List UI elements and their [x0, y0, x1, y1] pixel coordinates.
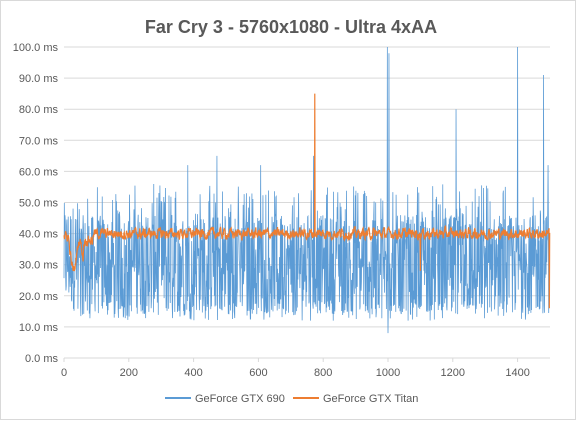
y-tick-label: 30.0 ms — [19, 260, 59, 272]
y-tick-label: 20.0 ms — [19, 291, 59, 303]
y-tick-label: 60.0 ms — [19, 166, 59, 178]
y-tick-label: 80.0 ms — [19, 104, 59, 116]
y-axis-ticks: 0.0 ms 10.0 ms 20.0 ms 30.0 ms 40.0 ms 50.0 m… — [13, 42, 59, 365]
x-tick-label: 200 — [120, 367, 138, 379]
legend-item-gtx-titan-label: GeForce GTX Titan — [323, 393, 418, 405]
y-tick-label: 90.0 ms — [19, 73, 59, 85]
x-tick-label: 0 — [61, 367, 67, 379]
y-tick-label: 70.0 ms — [19, 135, 59, 147]
y-tick-label: 10.0 ms — [19, 322, 59, 334]
legend-item-gtx-690-label: GeForce GTX 690 — [195, 393, 285, 405]
x-tick-label: 1400 — [505, 367, 529, 379]
x-tick-label: 1000 — [376, 367, 400, 379]
y-tick-label: 40.0 ms — [19, 229, 59, 241]
x-tick-label: 600 — [249, 367, 267, 379]
series-lines — [63, 46, 551, 334]
y-tick-label: 0.0 ms — [25, 353, 59, 365]
y-tick-label: 50.0 ms — [19, 198, 59, 210]
legend: GeForce GTX 690 GeForce GTX Titan — [165, 393, 418, 405]
chart-title: Far Cry 3 - 5760x1080 - Ultra 4xAA — [145, 17, 437, 37]
x-tick-label: 800 — [314, 367, 332, 379]
series-gtx-titan-line — [63, 93, 551, 309]
y-tick-label: 100.0 ms — [13, 42, 59, 54]
x-tick-label: 400 — [184, 367, 202, 379]
x-axis-ticks: 0 200 400 600 800 1000 1200 1400 — [61, 358, 530, 379]
series-gtx-690-line — [63, 46, 551, 334]
x-tick-label: 1200 — [441, 367, 465, 379]
